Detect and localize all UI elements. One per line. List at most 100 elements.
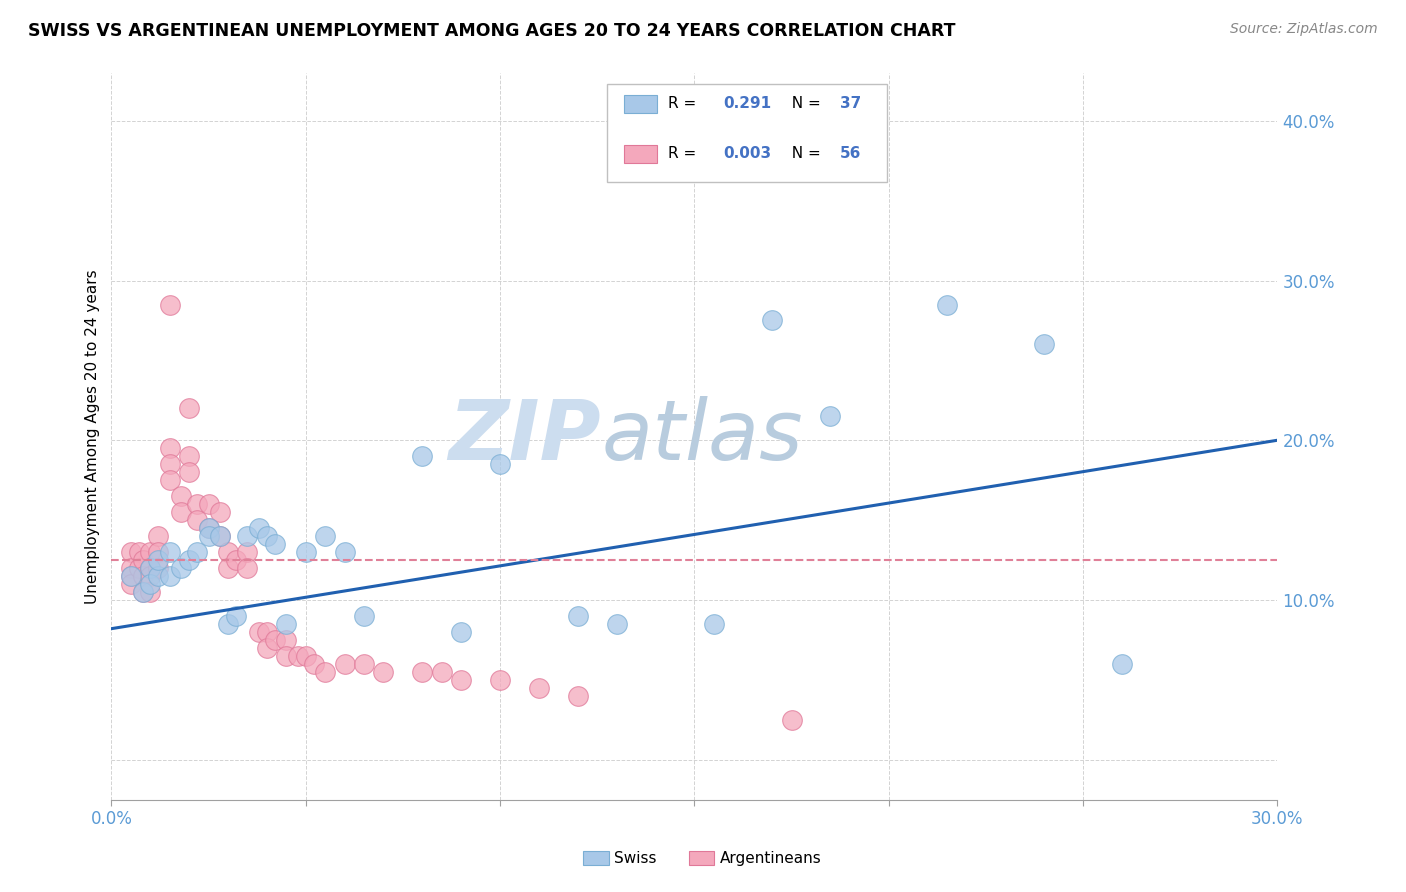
Point xyxy=(450,624,472,639)
Point xyxy=(120,569,142,583)
Text: Argentineans: Argentineans xyxy=(720,851,821,865)
Point xyxy=(170,505,193,519)
Point xyxy=(146,553,169,567)
Point xyxy=(197,521,219,535)
Point xyxy=(120,569,142,583)
Point xyxy=(333,545,356,559)
Point xyxy=(139,545,162,559)
Point xyxy=(430,665,453,679)
Point xyxy=(373,665,395,679)
Point xyxy=(567,689,589,703)
Text: N =: N = xyxy=(782,96,825,111)
Point xyxy=(936,297,959,311)
Y-axis label: Unemployment Among Ages 20 to 24 years: Unemployment Among Ages 20 to 24 years xyxy=(86,269,100,604)
Point xyxy=(217,561,239,575)
Point xyxy=(139,561,162,575)
Text: 0.003: 0.003 xyxy=(724,146,772,161)
Point xyxy=(703,616,725,631)
Point xyxy=(256,529,278,543)
Point xyxy=(247,624,270,639)
Point xyxy=(179,553,201,567)
Text: 37: 37 xyxy=(841,96,862,111)
Point xyxy=(1111,657,1133,671)
Point xyxy=(276,648,298,663)
Point xyxy=(170,489,193,503)
Bar xyxy=(624,145,657,163)
Point xyxy=(209,529,232,543)
Text: 0.291: 0.291 xyxy=(724,96,772,111)
Point xyxy=(128,561,150,575)
Point xyxy=(139,561,162,575)
Point xyxy=(761,313,783,327)
Point xyxy=(170,561,193,575)
Text: R =: R = xyxy=(668,146,700,161)
Point xyxy=(236,545,259,559)
Point xyxy=(131,569,153,583)
Point xyxy=(217,545,239,559)
Text: ZIP: ZIP xyxy=(449,396,602,476)
Point xyxy=(186,497,208,511)
FancyBboxPatch shape xyxy=(607,84,887,182)
Point xyxy=(120,577,142,591)
Point xyxy=(450,673,472,687)
Point xyxy=(139,577,162,591)
Text: R =: R = xyxy=(668,96,700,111)
Point xyxy=(146,561,169,575)
Point xyxy=(139,569,162,583)
Point xyxy=(159,457,181,471)
Point xyxy=(159,473,181,487)
Point xyxy=(527,681,550,695)
Point xyxy=(209,529,232,543)
Point xyxy=(131,585,153,599)
Point xyxy=(179,401,201,416)
Point xyxy=(186,545,208,559)
Point xyxy=(159,297,181,311)
Point xyxy=(159,441,181,455)
Point xyxy=(131,585,153,599)
Point xyxy=(256,640,278,655)
Point xyxy=(820,409,842,424)
Point xyxy=(236,561,259,575)
Point xyxy=(247,521,270,535)
Point xyxy=(131,553,153,567)
Point xyxy=(263,537,285,551)
Point xyxy=(294,648,316,663)
Point xyxy=(128,545,150,559)
Point xyxy=(179,449,201,463)
Point xyxy=(225,608,247,623)
Point xyxy=(276,616,298,631)
Point xyxy=(314,665,336,679)
Point xyxy=(236,529,259,543)
Point xyxy=(209,505,232,519)
Point xyxy=(411,665,433,679)
Point xyxy=(276,632,298,647)
Point xyxy=(159,545,181,559)
Point xyxy=(146,529,169,543)
Point xyxy=(146,569,169,583)
Point xyxy=(197,521,219,535)
Text: atlas: atlas xyxy=(602,396,803,476)
Text: N =: N = xyxy=(782,146,825,161)
Point xyxy=(197,529,219,543)
Point xyxy=(287,648,309,663)
Text: Swiss: Swiss xyxy=(614,851,657,865)
Point xyxy=(146,545,169,559)
Point xyxy=(120,561,142,575)
Point xyxy=(567,608,589,623)
Point xyxy=(489,457,512,471)
Point xyxy=(606,616,628,631)
Point xyxy=(489,673,512,687)
Point xyxy=(780,713,803,727)
Bar xyxy=(624,95,657,113)
Point xyxy=(159,569,181,583)
Text: SWISS VS ARGENTINEAN UNEMPLOYMENT AMONG AGES 20 TO 24 YEARS CORRELATION CHART: SWISS VS ARGENTINEAN UNEMPLOYMENT AMONG … xyxy=(28,22,956,40)
Point xyxy=(225,553,247,567)
Point xyxy=(314,529,336,543)
Point xyxy=(294,545,316,559)
Point xyxy=(197,497,219,511)
Point xyxy=(186,513,208,527)
Point xyxy=(139,585,162,599)
Point xyxy=(263,632,285,647)
Point xyxy=(256,624,278,639)
Point xyxy=(353,608,375,623)
